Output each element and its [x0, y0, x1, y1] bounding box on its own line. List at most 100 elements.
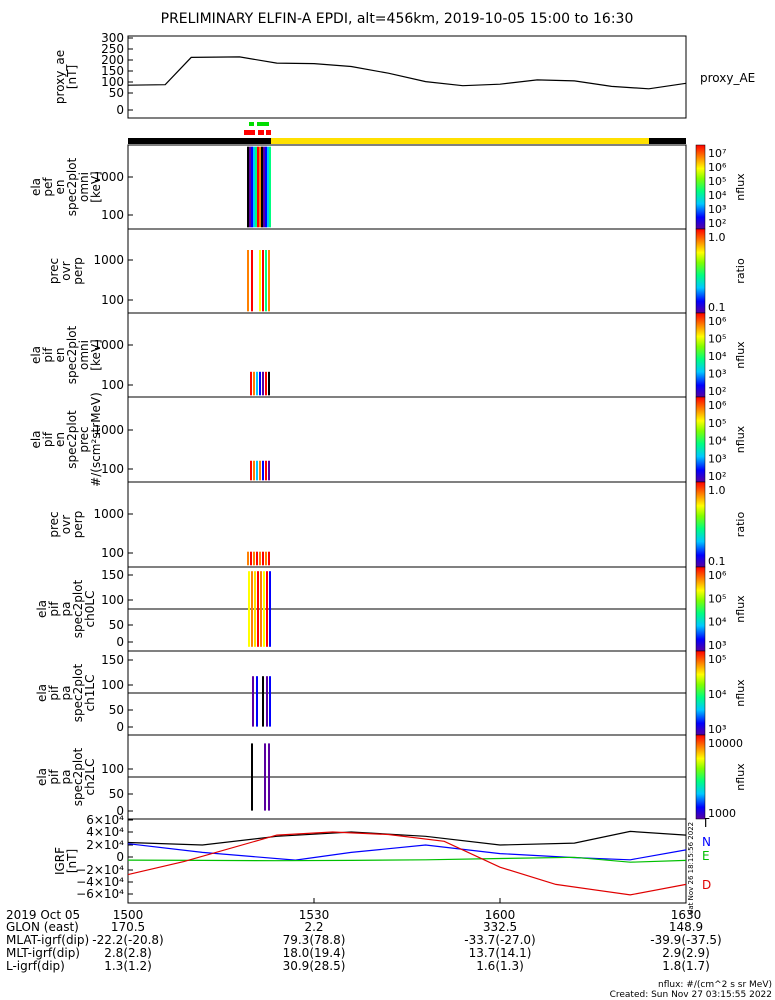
- colorbar-pa_ch1: [695, 650, 706, 736]
- ytick-label-pa_ch1-2: 50: [109, 703, 124, 717]
- ylabel-pa_ch0-2: pa: [59, 602, 73, 617]
- orbit-bar-black-left: [128, 138, 271, 144]
- pif-burst-3: [259, 371, 261, 396]
- ytick-label-pa_ch1-1: 100: [101, 678, 124, 692]
- ylabel-prec_ovr_perp_2-1: ovr: [59, 515, 73, 534]
- ylabel-prec_ovr_perp_2-0: prec: [47, 511, 61, 537]
- ylabel-pa_ch1-0: ela: [35, 684, 49, 702]
- ytick-label-pef_omni-0: 1000: [93, 170, 124, 184]
- prec2-burst-2: [253, 551, 255, 566]
- ylabel-pa_ch0-3: spec2plot: [71, 579, 85, 638]
- colorbar-tick-pif_prec-4: 10²: [708, 470, 726, 483]
- colorbar-tick-prec_ovr_perp_1-0: 1.0: [708, 231, 726, 244]
- colorbars: 10⁷10⁶10⁵10⁴10³10²nflux1.00.1ratio10⁶10⁵…: [695, 144, 747, 820]
- igrf-line-D: [127, 831, 687, 896]
- pef-burst-9: [265, 146, 267, 228]
- ylabel-pif_prec-5: #/(scm²strMeV): [89, 392, 103, 487]
- ch0-burst-7: [269, 571, 271, 647]
- panels: [127, 35, 687, 904]
- ephem-row-0-v0: 1500: [113, 908, 144, 922]
- ephem-row-1-label: GLON (east): [6, 920, 79, 934]
- ytick-label-igrf-3: 0: [116, 850, 124, 864]
- marker-red-3: [266, 130, 271, 135]
- igrf-line-T: [127, 830, 687, 846]
- ephem-row-2-v3: -39.9(-37.5): [650, 933, 721, 947]
- orbit-bar-black-right: [649, 138, 686, 144]
- igrf-legend-N: N: [702, 835, 711, 849]
- chart-title: PRELIMINARY ELFIN-A EPDI, alt=456km, 201…: [161, 11, 634, 27]
- colorbar-tick-pa_ch2-0: 10000: [708, 737, 743, 750]
- ylabel-pif_omni-2: en: [53, 348, 67, 363]
- colorbar-tick-pif_omni-1: 10⁵: [708, 333, 726, 346]
- panel-frame-pif_prec: [127, 396, 687, 483]
- pif-burst-4: [262, 371, 264, 396]
- ylabel-prec_ovr_perp_1-2: perp: [71, 257, 85, 285]
- colorbar-tick-pa_ch1-2: 10³: [708, 723, 726, 736]
- panel-frame-prec_ovr_perp_2: [127, 481, 687, 568]
- ytick-label-pa_ch0-0: 150: [101, 568, 124, 582]
- ch0-burst-0: [248, 571, 250, 647]
- ch0-burst-5: [263, 571, 265, 647]
- ylabel-pif_prec-1: pif: [41, 431, 55, 447]
- ylabel-pef_omni-0: ela: [29, 178, 43, 196]
- colorbar-tick-pa_ch0-3: 10³: [708, 639, 726, 652]
- pifprec-burst-2: [256, 460, 258, 481]
- colorbar-tick-pa_ch1-0: 10⁵: [708, 653, 726, 666]
- ylabel-pa_ch0-0: ela: [35, 600, 49, 618]
- ephem-row-2-v0: -22.2(-20.8): [92, 933, 163, 947]
- ch0-burst-2: [254, 571, 256, 647]
- ch0-burst-4: [260, 571, 262, 647]
- ch1-burst-0: [252, 676, 254, 727]
- ylabel-pif_omni-5: [keV]: [89, 339, 103, 370]
- prec2-burst-0: [247, 551, 249, 566]
- ch2-burst-0: [251, 743, 253, 811]
- prec1-burst-1: [251, 250, 253, 312]
- colorbar-label-pa_ch2: nflux: [734, 763, 747, 791]
- pef-burst-1: [249, 146, 251, 228]
- prec2-burst-6: [265, 551, 267, 566]
- ephem-row-4-v1: 30.9(28.5): [283, 959, 346, 973]
- colorbar-tick-pa_ch1-1: 10⁴: [708, 688, 727, 701]
- ytick-label-pa_ch0-1: 100: [101, 593, 124, 607]
- ylabel-pif_prec-3: spec2plot: [65, 410, 79, 469]
- side-stamp: Sat Nov 26 18:15:56 2022: [687, 822, 695, 914]
- colorbar-tick-pa_ch2-1: 1000: [708, 807, 736, 820]
- ytick-label-prec_ovr_perp_1-0: 1000: [93, 253, 124, 267]
- marker-red-1: [244, 130, 255, 135]
- line-series: proxy_AE TNE D: [127, 56, 755, 896]
- panel-frame-pif_omni: [127, 312, 687, 398]
- ephem-row-1-v0: 170.5: [111, 920, 145, 934]
- prec1-burst-3: [262, 250, 264, 312]
- pef-burst-8: [263, 146, 265, 228]
- pif-burst-1: [253, 371, 255, 396]
- pef-burst-2: [251, 146, 253, 228]
- pif-burst-5: [265, 371, 267, 396]
- footer-created: Created: Sun Nov 27 03:15:55 2022: [610, 990, 772, 1000]
- prec1-burst-4: [265, 250, 267, 312]
- colorbar-tick-pef_omni-3: 10⁴: [708, 189, 727, 202]
- ch0-burst-6: [266, 571, 268, 647]
- ylabel-pa_ch1-3: spec2plot: [71, 663, 85, 722]
- colorbar-tick-pef_omni-5: 10²: [708, 217, 726, 230]
- ytick-label-pa_ch1-0: 150: [101, 653, 124, 667]
- ytick-label-pif_omni-1: 100: [101, 378, 124, 392]
- panel-frame-ae: [127, 35, 687, 119]
- pifprec-burst-6: [268, 460, 270, 481]
- ephem-row-0-v3: 1630: [671, 908, 702, 922]
- colorbar-tick-pa_ch0-1: 10⁵: [708, 592, 726, 605]
- ylabel-pif_omni-1: pif: [41, 347, 55, 363]
- marker-green-1: [249, 122, 254, 126]
- pifprec-burst-3: [259, 460, 261, 481]
- ylabel-pef_omni-2: en: [53, 180, 67, 195]
- ephem-row-4-label: L-igrf(dip): [6, 959, 65, 973]
- ytick-label-igrf-2: 2×10⁴: [86, 838, 124, 852]
- colorbar-pa_ch0: [695, 566, 706, 652]
- ephem-row-2-v1: 79.3(78.8): [283, 933, 346, 947]
- colorbar-tick-pef_omni-4: 10³: [708, 203, 726, 216]
- ylabel-pa_ch0-4: ch0LC: [83, 591, 97, 628]
- ylabel-ae-1: [nT]: [65, 65, 79, 89]
- ylabel-pa_ch0-1: pif: [47, 601, 61, 617]
- ylabel-pef_omni-5: [keV]: [89, 171, 103, 202]
- panel-frame-pef_omni: [127, 144, 687, 230]
- ylabel-pif_prec-4: prec: [77, 426, 91, 452]
